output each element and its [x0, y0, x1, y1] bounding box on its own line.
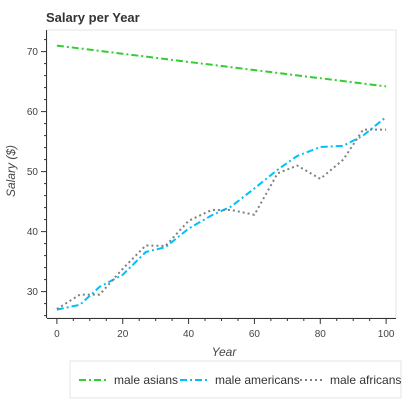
- plot-area: [46, 29, 397, 319]
- x-tick-label: 100: [378, 329, 395, 340]
- legend-label-0: male asians: [114, 373, 178, 387]
- x-tick-label: 40: [183, 329, 195, 340]
- series-line-1: [56, 116, 387, 311]
- y-axis-label: Salary ($): [4, 145, 18, 197]
- x-axis-label: Year: [212, 345, 238, 359]
- axes: 0 20 40 60 80 100 30 40 50 60 70: [27, 30, 396, 340]
- series-lines: [56, 44, 387, 311]
- chart-title: Salary per Year: [46, 10, 140, 25]
- y-tick-label: 60: [27, 107, 39, 118]
- x-tick-label: 80: [315, 329, 327, 340]
- x-tick-label: 20: [117, 329, 129, 340]
- legend-label-1: male americans: [215, 373, 300, 387]
- legend-label-2: male africans: [330, 373, 401, 387]
- y-tick-label: 30: [27, 287, 39, 298]
- legend: male asians male americans male africans: [69, 360, 402, 399]
- y-tick-label: 40: [27, 227, 39, 238]
- x-tick-label: 60: [249, 329, 261, 340]
- plot-frame: [46, 29, 397, 319]
- legend-box: [69, 360, 402, 399]
- x-tick-label: 0: [54, 329, 60, 340]
- series-line-0: [56, 44, 387, 88]
- y-tick-label: 50: [27, 167, 39, 178]
- y-tick-label: 70: [27, 47, 39, 58]
